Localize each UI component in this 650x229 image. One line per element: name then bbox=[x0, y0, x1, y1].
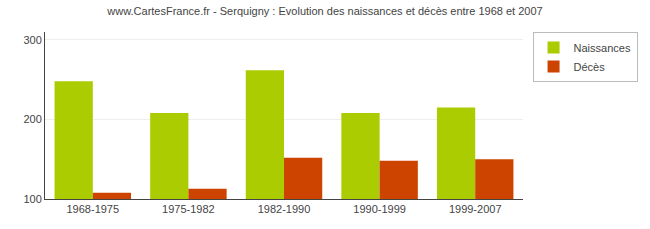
svg-text:300: 300 bbox=[23, 34, 41, 46]
svg-text:100: 100 bbox=[23, 193, 41, 205]
svg-text:www.CartesFrance.fr - Serquign: www.CartesFrance.fr - Serquigny : Evolut… bbox=[106, 5, 542, 17]
svg-text:200: 200 bbox=[23, 113, 41, 125]
svg-text:Décès: Décès bbox=[574, 61, 606, 73]
svg-text:1982-1990: 1982-1990 bbox=[258, 203, 311, 215]
svg-text:1975-1982: 1975-1982 bbox=[162, 203, 215, 215]
svg-text:1999-2007: 1999-2007 bbox=[449, 203, 502, 215]
svg-text:1968-1975: 1968-1975 bbox=[66, 203, 119, 215]
svg-text:1990-1999: 1990-1999 bbox=[353, 203, 406, 215]
svg-text:Naissances: Naissances bbox=[574, 42, 631, 54]
